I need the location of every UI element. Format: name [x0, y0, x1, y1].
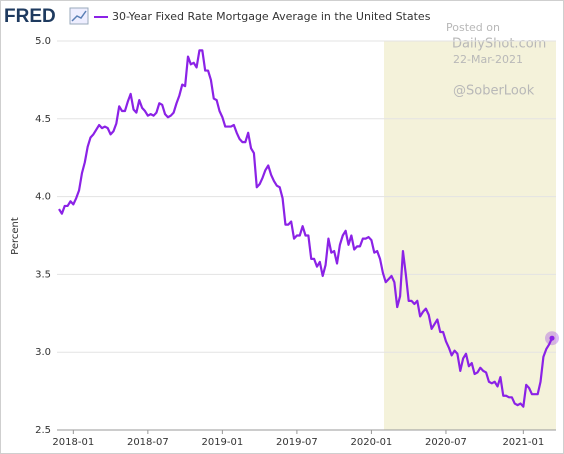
y-axis-title: Percent [10, 217, 21, 255]
y-tick-label: 4.0 [35, 192, 51, 203]
x-tick-label: 2020-01 [351, 437, 393, 448]
line [58, 49, 553, 408]
logo: FRED [4, 6, 56, 27]
x-tick-label: 2020-07 [425, 437, 467, 448]
y-tick-label: 5.0 [35, 36, 51, 47]
highlight-marker-dot [549, 335, 555, 341]
shaded-region [384, 41, 556, 430]
y-tick-label: 4.5 [35, 114, 51, 125]
watermark: Posted on [446, 21, 500, 34]
watermark: DailyShot.com [452, 37, 546, 52]
logo-icon-line [71, 10, 87, 22]
y-tick-label: 3.0 [35, 347, 51, 358]
legend-label: 30-Year Fixed Rate Mortgage Average in t… [112, 10, 431, 23]
x-tick-label: 2018-01 [52, 437, 94, 448]
y-tick-label: 3.5 [35, 269, 51, 280]
x-tick-label: 2019-01 [201, 437, 243, 448]
logo-icon [69, 7, 89, 25]
x-tick-label: 2018-07 [127, 437, 169, 448]
watermark: 22-Mar-2021 [453, 53, 523, 66]
watermark: @SoberLook [453, 84, 535, 99]
y-tick-label: 2.5 [35, 425, 51, 436]
x-tick-label: 2019-07 [276, 437, 318, 448]
x-tick-label: 2021-01 [502, 437, 544, 448]
